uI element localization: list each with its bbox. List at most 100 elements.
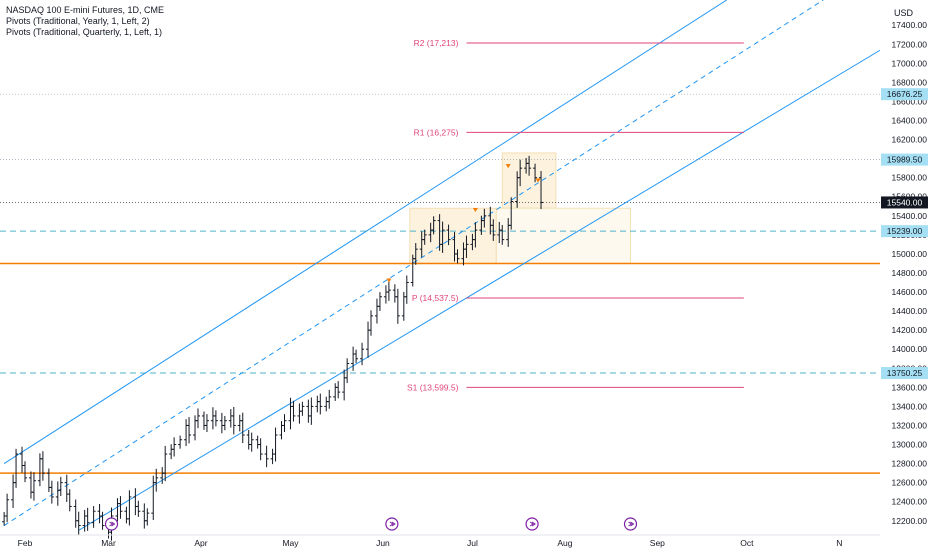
- price-bar: [282, 414, 287, 432]
- price-bar: [413, 243, 418, 265]
- y-tick-label: 14400.00: [892, 306, 928, 316]
- y-tick-label: 15000.00: [892, 249, 928, 259]
- price-bar: [154, 468, 159, 492]
- price-bar: [342, 369, 347, 401]
- price-bar: [279, 421, 284, 440]
- price-bar: [55, 481, 60, 506]
- y-tick-label: 16600.00: [892, 96, 928, 106]
- y-tick-label: 14600.00: [892, 287, 928, 297]
- price-bar: [219, 412, 224, 434]
- price-bar: [374, 298, 379, 324]
- y-tick-label: 14000.00: [892, 344, 928, 354]
- price-bar: [169, 444, 174, 460]
- event-circle[interactable]: [104, 517, 119, 531]
- price-bar: [49, 480, 54, 504]
- price-bar: [82, 509, 87, 532]
- price-bar: [196, 408, 201, 429]
- price-bar: [67, 489, 72, 512]
- price-bar: [76, 511, 81, 535]
- price-badge-label: 13750.25: [887, 368, 923, 378]
- price-bar: [422, 229, 427, 245]
- event-icon[interactable]: [385, 517, 399, 531]
- price-bar: [184, 419, 189, 447]
- price-bar: [509, 197, 514, 230]
- price-bar: [264, 445, 269, 468]
- price-badge-bg: [881, 196, 928, 209]
- x-tick-label: Oct: [740, 538, 754, 548]
- price-bar: [28, 471, 33, 499]
- price-bars: [2, 155, 544, 541]
- price-axis[interactable]: USD 12200.00 12400.00 12600.00 12800.00 1300…: [880, 0, 932, 550]
- event-circle[interactable]: [385, 517, 399, 531]
- price-bar: [446, 224, 451, 246]
- price-badge-bg: [881, 88, 928, 101]
- price-bar: [324, 396, 329, 412]
- price-bar: [73, 499, 78, 528]
- event-icon[interactable]: [525, 517, 539, 531]
- price-badge: 15989.50: [881, 153, 928, 166]
- price-bar: [11, 474, 16, 509]
- price-bar: [491, 219, 496, 241]
- price-bar: [309, 397, 314, 425]
- price-badge-label: 16676.25: [887, 89, 923, 99]
- price-bar: [431, 216, 436, 235]
- price-bar: [240, 412, 245, 444]
- y-tick-label: 12800.00: [892, 459, 928, 469]
- price-bar: [336, 381, 341, 399]
- price-bar: [127, 490, 132, 526]
- channel-upper-line: [3, 0, 727, 465]
- y-tick-label: 16800.00: [892, 77, 928, 87]
- pivot-label: R1 (16,275): [414, 127, 459, 137]
- indicator-quarterly-pivots[interactable]: Pivots (Traditional, Quarterly, 1, Left,…: [6, 27, 163, 37]
- event-circle[interactable]: [525, 517, 539, 531]
- price-bar: [392, 284, 397, 303]
- price-bar: [518, 159, 523, 187]
- chart-header: NASDAQ 100 E-mini Futures, 1D, CME Pivot…: [6, 5, 164, 38]
- x-tick-label: N: [836, 538, 842, 548]
- price-bar: [37, 453, 42, 487]
- event-icon[interactable]: [104, 517, 119, 531]
- pivot-levels: R2 (17,213) R1 (16,275) P (14,537.5) S1 (13…: [407, 38, 744, 392]
- event-glyph: [628, 521, 635, 527]
- price-badge: 16676.25: [881, 88, 928, 101]
- signal-marker: [386, 278, 392, 283]
- regression-channel: [3, 0, 881, 531]
- x-tick-label: Aug: [557, 538, 572, 548]
- price-bar: [404, 275, 409, 304]
- price-bar: [204, 414, 209, 433]
- y-tick-label: 13400.00: [892, 401, 928, 411]
- price-badge-label: 15239.00: [887, 226, 923, 236]
- price-bar: [327, 389, 332, 409]
- price-bar: [222, 415, 227, 431]
- event-circle[interactable]: [623, 517, 638, 531]
- event-glyph: [109, 521, 116, 527]
- horizontal-levels: [0, 93, 880, 474]
- price-bar: [40, 451, 45, 481]
- price-bar: [193, 415, 198, 441]
- x-tick-label: Sep: [650, 538, 665, 548]
- event-icon[interactable]: [623, 517, 638, 531]
- price-bar: [306, 399, 311, 423]
- symbol-title[interactable]: NASDAQ 100 E-mini Futures, 1D, CME: [6, 5, 165, 15]
- price-bar: [64, 474, 69, 502]
- y-tick-label: 16200.00: [892, 135, 928, 145]
- price-bar: [273, 427, 278, 462]
- price-bar: [473, 222, 478, 248]
- x-tick-label: May: [282, 538, 299, 548]
- price-bar: [97, 503, 102, 524]
- price-bar: [533, 163, 538, 183]
- price-bar: [115, 498, 120, 522]
- time-axis[interactable]: Feb Mar Apr May Jun Jul Aug Sep Oct N: [0, 534, 880, 548]
- y-tick-label: 14800.00: [892, 268, 928, 278]
- price-bar: [100, 511, 105, 530]
- price-bar: [85, 507, 90, 531]
- indicator-yearly-pivots[interactable]: Pivots (Traditional, Yearly, 1, Left, 2): [6, 16, 150, 26]
- price-bar: [401, 291, 406, 321]
- price-bar: [333, 383, 338, 401]
- y-tick-label: 17200.00: [892, 39, 928, 49]
- range-box: [495, 207, 631, 264]
- y-tick-label: 12400.00: [892, 497, 928, 507]
- channel-lower-line: [78, 49, 881, 531]
- price-bar: [23, 461, 27, 483]
